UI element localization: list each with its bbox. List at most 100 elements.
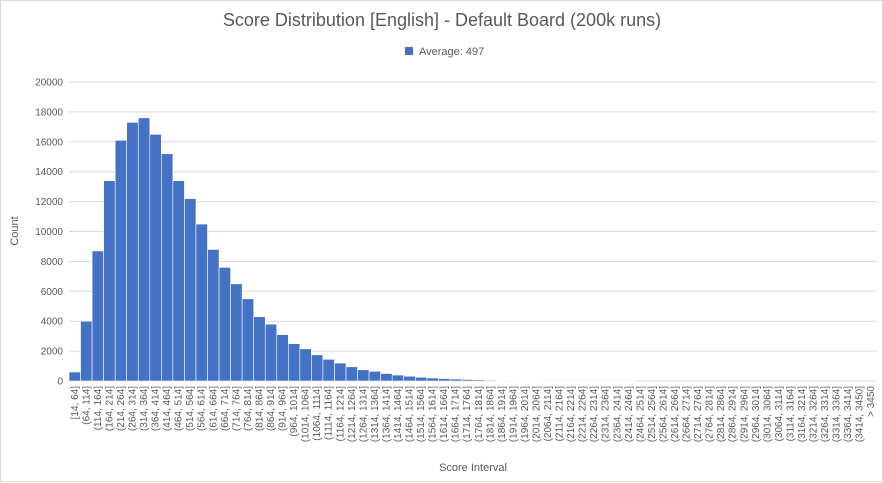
bar [264,323,278,382]
x-tick-label: (264, 314] [127,386,138,431]
x-tick-label: (1214, 1264] [347,386,358,442]
x-tick-label: (714, 764] [231,386,242,431]
x-tick-label: (1964, 2014] [520,386,531,442]
bar [184,198,197,382]
x-tick-label: (214, 264] [116,386,127,431]
x-tick-label: (914, 964] [278,386,289,431]
x-tick-label: (3364, 3414] [843,386,854,442]
bar [599,380,612,382]
bar [241,298,254,382]
x-tick-label: (1064, 1114] [312,386,323,441]
x-tick-label: (1264, 1314] [358,386,369,442]
bar [161,153,174,382]
bar [530,380,543,382]
x-tick-label: (614, 664] [208,386,219,431]
x-tick-label: (1564, 1614] [428,386,439,442]
legend-swatch [405,47,413,55]
y-tick-label: 2000 [41,347,64,358]
bar [461,379,474,382]
bar [207,249,220,382]
x-tick-label: (1814, 1864] [485,386,496,442]
y-tick-label: 8000 [41,257,64,268]
x-tick-label: (3164, 3214] [797,386,808,442]
x-tick-label: (2314, 2364] [601,386,612,442]
y-tick-label: 12000 [35,197,63,208]
x-tick-label: (1014, 1064] [301,386,312,442]
x-tick-label: (2064, 2114] [543,386,554,442]
x-tick-label: (964, 1014] [289,386,300,437]
x-tick-label: (664, 714] [220,386,231,431]
x-axis-ticks: [14, 64] (64, 114] (114, 164] (164, 214] (21… [70,386,877,443]
x-tick-label: (2714, 2764] [693,386,704,442]
bar [253,316,266,382]
x-tick-label: (1364, 1414] [381,386,392,442]
bar [553,380,566,382]
bar [80,320,93,382]
x-tick-label: [14, 64] [70,386,81,420]
legend: Average: 497 [405,46,484,58]
x-tick-label: (814, 864] [254,386,265,431]
bar [218,267,231,382]
bar [195,223,208,382]
y-tick-label: 6000 [41,287,64,298]
y-tick-label: 4000 [41,317,64,328]
x-tick-label: (64, 114] [81,386,92,425]
x-tick-label: (1314, 1364] [370,386,381,442]
y-tick-label: 20000 [35,78,63,89]
x-tick-label: (114, 164] [93,386,104,431]
bar [334,362,347,382]
bar [588,380,601,382]
x-tick-label: (2664, 2714] [682,386,693,442]
x-tick-label: (464, 514] [174,386,185,431]
x-tick-label: (2814, 2864] [716,386,727,442]
x-tick-label: (2014, 2064] [531,386,542,442]
x-tick-label: (3314, 3364] [832,386,843,442]
x-tick-label: (2214, 2264] [578,386,589,442]
x-tick-label: (1164, 1214] [335,386,346,442]
x-tick-label: (2414, 2464] [624,386,635,442]
bar [576,380,589,382]
x-tick-label: (1764, 1814] [474,386,485,442]
bar [91,250,104,382]
x-tick-label: (1414, 1464] [393,386,404,442]
y-tick-label: 0 [57,377,63,388]
bar [472,379,485,382]
bar [357,369,370,382]
x-tick-label: (2114, 2164] [555,386,566,442]
x-tick-label: (1864, 1914] [497,386,508,442]
bar [380,373,393,382]
x-tick-label: (3414, 3450] [855,386,866,442]
y-tick-label: 18000 [35,107,63,118]
x-axis-title: Score Interval [439,462,507,474]
y-tick-label: 10000 [35,227,63,238]
bar [230,283,243,382]
bar [495,380,508,382]
legend-label: Average: 497 [419,46,484,58]
bar [345,366,358,382]
bar [391,374,405,382]
bar [276,334,289,382]
x-tick-label: (2514, 2564] [647,386,658,442]
x-tick-label: (864, 914] [266,386,277,431]
x-tick-label: (364, 414] [151,386,162,431]
bar [565,380,578,382]
x-tick-label: (3064, 3114] [774,386,785,442]
x-tick-label: (2764, 2814] [705,386,716,442]
chart-title: Score Distribution [English] - Default B… [223,10,661,30]
x-tick-label: (3214, 3264] [809,386,820,442]
y-tick-label: 14000 [35,167,63,178]
x-tick-label: (1714, 1764] [462,386,473,442]
bar [368,370,381,382]
x-tick-label: (2964, 3014] [751,386,762,442]
x-tick-label: (1614, 1664] [439,386,450,442]
bar [622,380,635,382]
y-tick-label: 16000 [35,137,63,148]
bar [322,359,335,382]
x-tick-label: (2564, 2614] [658,386,669,442]
x-tick-label: > 3450 [866,386,877,417]
x-tick-label: (564, 614] [197,386,208,431]
x-tick-label: (314, 364] [139,386,150,431]
bar [103,180,116,382]
